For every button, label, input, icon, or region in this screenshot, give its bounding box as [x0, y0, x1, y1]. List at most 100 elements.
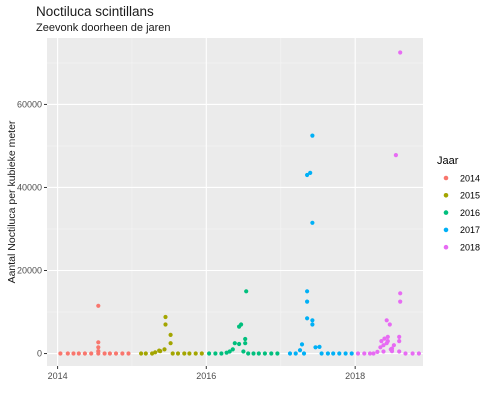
grid-minor — [47, 38, 423, 366]
chart-subtitle: Zeevonk doorheen de jaren — [36, 22, 171, 34]
data-point-2016 — [207, 351, 212, 356]
data-point-2018 — [385, 334, 390, 339]
data-point-2017 — [287, 351, 293, 356]
data-point-2016 — [244, 289, 249, 294]
legend-label-2018: 2018 — [460, 243, 480, 253]
data-point-2014 — [107, 351, 112, 356]
legend-label-2015: 2015 — [460, 191, 480, 201]
data-point-2015 — [139, 351, 144, 356]
data-point-2016 — [239, 322, 244, 327]
data-point-2014 — [120, 351, 125, 356]
x-axis-ticks: 2014 2016 2018 — [48, 366, 365, 381]
data-point-2015 — [199, 351, 204, 356]
data-point-2017 — [301, 351, 307, 356]
y-tick-label: 60000 — [17, 99, 42, 109]
data-point-2018 — [397, 339, 402, 344]
data-point-2015 — [168, 341, 173, 346]
legend-label-2014: 2014 — [460, 173, 480, 183]
data-point-2016 — [227, 349, 232, 354]
data-point-2015 — [163, 322, 168, 327]
data-point-2017 — [305, 316, 310, 321]
data-point-2016 — [275, 351, 280, 356]
data-point-2018 — [398, 299, 403, 304]
data-point-2018 — [398, 50, 403, 55]
legend-key-2015 — [443, 193, 449, 198]
data-point-2017 — [337, 351, 342, 356]
data-point-2017 — [308, 170, 313, 175]
data-point-2014 — [71, 351, 76, 356]
data-point-2016 — [251, 351, 256, 356]
data-point-2017 — [310, 322, 315, 327]
data-point-2014 — [82, 351, 87, 356]
y-axis-ticks: 0 20000 40000 60000 — [17, 99, 47, 359]
data-point-2015 — [170, 351, 175, 356]
data-point-2018 — [384, 318, 389, 323]
legend-label-2016: 2016 — [460, 208, 480, 218]
legend: Jaar 2014 2015 2016 2017 2018 — [437, 155, 480, 253]
data-point-2018 — [397, 349, 402, 354]
y-axis-title: Aantal Noctiluca per kubieke meter — [6, 120, 18, 283]
data-point-2017 — [305, 172, 310, 178]
legend-items: 2014 2015 2016 2017 2018 — [443, 173, 480, 253]
data-point-2017 — [325, 351, 330, 356]
data-point-2017 — [313, 345, 318, 350]
data-point-2018 — [367, 351, 373, 356]
data-point-2016 — [232, 341, 237, 346]
chart-title: Noctiluca scintillans — [36, 4, 154, 19]
data-point-2016 — [246, 351, 251, 356]
x-tick-label: 2016 — [196, 371, 216, 381]
data-point-2016 — [269, 351, 274, 356]
data-point-2018 — [379, 339, 384, 344]
data-point-2015 — [193, 351, 198, 356]
data-point-2018 — [410, 351, 415, 356]
data-point-2017 — [299, 342, 305, 347]
data-point-2016 — [256, 351, 261, 356]
data-point-2014 — [113, 351, 119, 356]
y-tick-label: 40000 — [17, 182, 42, 192]
legend-key-2017 — [443, 227, 449, 233]
data-point-2014 — [65, 351, 70, 356]
data-point-2014 — [96, 345, 101, 350]
data-points — [58, 50, 421, 356]
y-tick-label: 0 — [37, 349, 42, 359]
data-point-2016 — [243, 336, 248, 342]
data-point-2014 — [126, 351, 131, 356]
data-point-2018 — [371, 351, 376, 356]
data-point-2016 — [219, 351, 224, 356]
y-tick-label: 20000 — [17, 266, 42, 276]
data-point-2016 — [237, 341, 242, 347]
data-point-2016 — [213, 351, 218, 356]
legend-key-2016 — [443, 210, 449, 215]
data-point-2016 — [262, 351, 267, 356]
data-point-2017 — [297, 348, 303, 353]
data-point-2015 — [182, 351, 187, 356]
data-point-2014 — [89, 351, 94, 356]
data-point-2018 — [403, 351, 408, 356]
data-point-2017 — [317, 344, 322, 349]
data-point-2017 — [331, 351, 336, 356]
data-point-2017 — [305, 289, 310, 294]
legend-key-2014 — [443, 175, 449, 181]
data-point-2015 — [175, 351, 181, 356]
data-point-2018 — [387, 322, 392, 327]
data-point-2018 — [355, 351, 361, 356]
legend-key-2018 — [443, 244, 449, 250]
data-point-2014 — [96, 340, 101, 345]
data-point-2014 — [102, 351, 107, 356]
data-point-2018 — [375, 349, 380, 354]
data-point-2015 — [143, 351, 148, 356]
data-point-2018 — [398, 291, 403, 296]
plot-panel — [47, 38, 423, 366]
data-point-2018 — [391, 343, 396, 348]
data-point-2017 — [310, 318, 315, 323]
data-point-2017 — [310, 133, 315, 138]
data-point-2018 — [378, 345, 383, 350]
data-point-2015 — [163, 314, 168, 320]
x-tick-label: 2014 — [48, 371, 68, 381]
data-point-2016 — [241, 349, 246, 354]
legend-label-2017: 2017 — [460, 225, 480, 235]
data-point-2018 — [416, 351, 421, 356]
data-point-2018 — [381, 343, 386, 348]
data-point-2016 — [230, 347, 235, 352]
